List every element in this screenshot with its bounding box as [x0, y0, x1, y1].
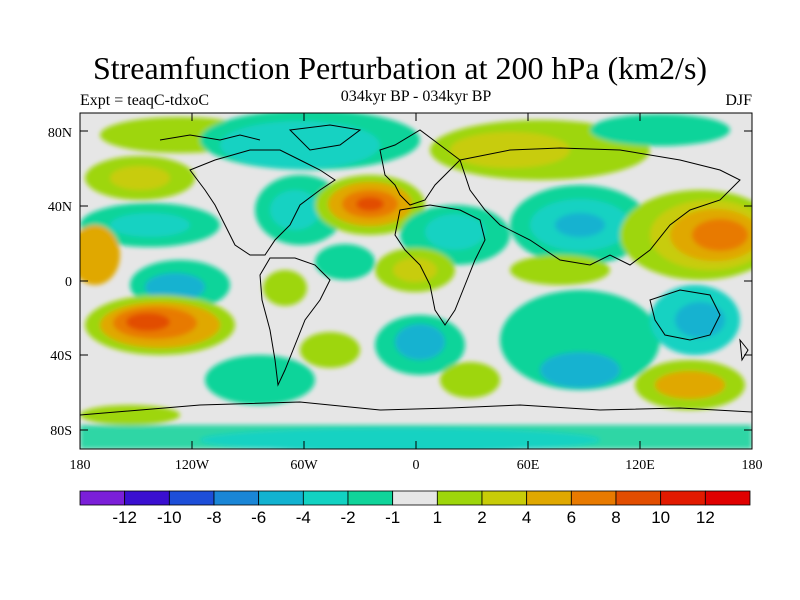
lon-tick-label: 180 — [742, 458, 763, 473]
colorbar-label: -12 — [112, 508, 137, 527]
colorbar-label: 8 — [611, 508, 620, 527]
coastlines — [80, 124, 752, 416]
colorbar-swatch — [392, 490, 438, 506]
colorbar-swatch — [615, 490, 662, 506]
experiment-label: Expt = teaqC-tdxoC — [80, 92, 210, 109]
colorbar-label: 10 — [651, 508, 670, 527]
colorbar-swatch — [302, 490, 349, 506]
colorbar-swatch — [213, 490, 260, 506]
colorbar-label: -8 — [206, 508, 221, 527]
lon-tick-label: 60E — [517, 458, 540, 473]
colorbar-label: -4 — [296, 508, 311, 527]
colorbar-label: 2 — [477, 508, 486, 527]
lon-tick-marks — [191, 113, 641, 449]
longitude-axis: 180 120W 60W 0 60E 120E 180 — [70, 113, 763, 473]
colorbar-swatch — [526, 490, 572, 506]
colorbar-swatch — [660, 490, 706, 506]
colorbar-label: 4 — [522, 508, 531, 527]
period-label: 034kyr BP - 034kyr BP — [340, 88, 492, 105]
colorbar-swatch — [704, 490, 751, 506]
colorbar-label: 12 — [696, 508, 715, 527]
lat-tick-label: 40N — [48, 200, 72, 215]
colorbar-label: 1 — [433, 508, 442, 527]
lon-tick-label: 60W — [290, 458, 318, 473]
colorbar-swatch — [258, 490, 304, 506]
lon-tick-label: 180 — [70, 458, 91, 473]
colorbar-swatch — [481, 490, 528, 506]
colorbar-label: -1 — [385, 508, 400, 527]
colorbar-swatch — [168, 490, 215, 506]
colorbar-label: 6 — [567, 508, 576, 527]
lat-tick-label: 80S — [50, 424, 72, 439]
latitude-axis: 80N 40N 0 40S 80S — [48, 126, 752, 439]
lat-tick-label: 80N — [48, 126, 72, 141]
colorbar-label: -10 — [157, 508, 182, 527]
lat-tick-marks — [80, 130, 752, 431]
colorbar-swatch — [124, 490, 170, 506]
lat-tick-label: 0 — [65, 275, 72, 290]
colorbar — [79, 490, 751, 506]
plot-title: Streamfunction Perturbation at 200 hPa (… — [92, 50, 708, 86]
colorbar-label: -6 — [251, 508, 266, 527]
colorbar-swatch — [79, 490, 126, 506]
contour-field — [80, 113, 752, 449]
colorbar-swatch — [570, 490, 617, 506]
colorbar-swatch — [347, 490, 394, 506]
lat-tick-label: 40S — [50, 349, 72, 364]
colorbar-swatch — [436, 490, 483, 506]
season-label: DJF — [725, 92, 752, 109]
lon-tick-label: 120W — [175, 458, 210, 473]
lon-tick-label: 120E — [625, 458, 655, 473]
colorbar-labels: -12 -10 -8 -6 -4 -2 -1 1 2 4 6 8 10 12 — [112, 508, 714, 527]
colorbar-label: -2 — [340, 508, 355, 527]
lon-tick-label: 0 — [413, 458, 420, 473]
